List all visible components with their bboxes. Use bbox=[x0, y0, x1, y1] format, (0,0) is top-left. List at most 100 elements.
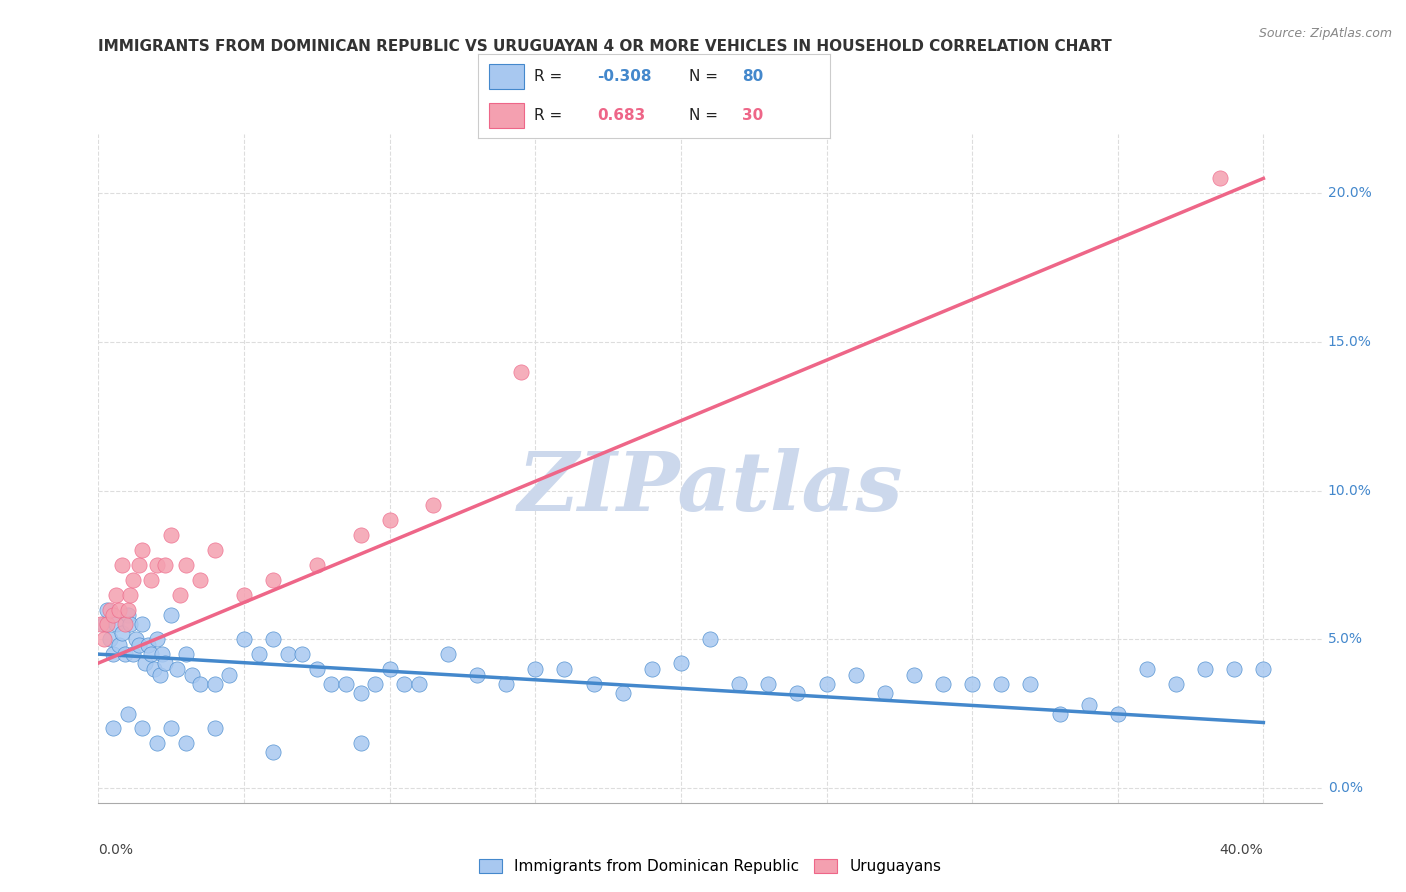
Point bbox=[553, 662, 575, 676]
Point bbox=[465, 668, 488, 682]
Text: 10.0%: 10.0% bbox=[1327, 483, 1372, 498]
Point bbox=[128, 558, 150, 572]
Text: R =: R = bbox=[534, 108, 568, 123]
Point bbox=[509, 365, 531, 379]
Point bbox=[495, 677, 517, 691]
Point bbox=[160, 608, 183, 623]
Point bbox=[990, 677, 1012, 691]
Point bbox=[142, 662, 165, 676]
Legend: Immigrants from Dominican Republic, Uruguayans: Immigrants from Dominican Republic, Urug… bbox=[471, 852, 949, 882]
Point bbox=[98, 632, 121, 647]
Point bbox=[582, 677, 605, 691]
Point bbox=[641, 662, 664, 676]
Point bbox=[120, 617, 142, 632]
Point bbox=[93, 617, 115, 632]
Point bbox=[131, 722, 153, 736]
Point bbox=[134, 656, 156, 670]
Point bbox=[136, 638, 159, 652]
Point bbox=[104, 617, 127, 632]
Point bbox=[101, 608, 124, 623]
Point bbox=[422, 499, 444, 513]
Point bbox=[101, 647, 124, 661]
Point bbox=[188, 677, 211, 691]
Text: 0.683: 0.683 bbox=[598, 108, 645, 123]
Point bbox=[305, 558, 328, 572]
Point bbox=[247, 647, 270, 661]
Point bbox=[815, 677, 838, 691]
Point bbox=[174, 647, 197, 661]
Point bbox=[131, 543, 153, 558]
Point bbox=[204, 543, 226, 558]
Point bbox=[335, 677, 357, 691]
Text: 40.0%: 40.0% bbox=[1219, 843, 1264, 857]
Point bbox=[120, 588, 142, 602]
Point bbox=[262, 745, 284, 759]
Point bbox=[114, 647, 136, 661]
Point bbox=[1164, 677, 1187, 691]
Point bbox=[437, 647, 460, 661]
Point bbox=[305, 662, 328, 676]
Point bbox=[1208, 171, 1232, 186]
Point bbox=[188, 573, 211, 587]
Point bbox=[756, 677, 779, 691]
Point bbox=[364, 677, 387, 691]
Point bbox=[93, 632, 115, 647]
Point bbox=[1019, 677, 1042, 691]
Point bbox=[139, 573, 162, 587]
Point bbox=[155, 558, 177, 572]
Point bbox=[1253, 662, 1275, 676]
Point bbox=[160, 722, 183, 736]
Point bbox=[233, 632, 256, 647]
Point bbox=[233, 588, 256, 602]
Point bbox=[149, 668, 172, 682]
Text: N =: N = bbox=[689, 108, 723, 123]
Point bbox=[128, 638, 150, 652]
Point bbox=[1077, 698, 1099, 712]
Point bbox=[174, 558, 197, 572]
Point bbox=[152, 647, 174, 661]
Point bbox=[218, 668, 240, 682]
Point bbox=[90, 617, 112, 632]
Text: 5.0%: 5.0% bbox=[1327, 632, 1362, 647]
Text: 20.0%: 20.0% bbox=[1327, 186, 1371, 201]
Point bbox=[108, 602, 131, 616]
Point bbox=[114, 617, 136, 632]
Point bbox=[524, 662, 547, 676]
Point bbox=[1136, 662, 1159, 676]
Point bbox=[349, 736, 371, 750]
Point bbox=[392, 677, 416, 691]
Point bbox=[101, 722, 124, 736]
Point bbox=[699, 632, 721, 647]
Bar bbox=[489, 103, 524, 128]
Point bbox=[96, 602, 118, 616]
Point bbox=[131, 617, 153, 632]
Point bbox=[378, 662, 401, 676]
Point bbox=[845, 668, 868, 682]
Text: ZIPatlas: ZIPatlas bbox=[517, 449, 903, 528]
Text: 0.0%: 0.0% bbox=[1327, 780, 1362, 795]
Point bbox=[291, 647, 314, 661]
Point bbox=[145, 632, 167, 647]
Point bbox=[125, 632, 148, 647]
Text: Source: ZipAtlas.com: Source: ZipAtlas.com bbox=[1258, 27, 1392, 40]
Point bbox=[117, 608, 139, 623]
Text: IMMIGRANTS FROM DOMINICAN REPUBLIC VS URUGUAYAN 4 OR MORE VEHICLES IN HOUSEHOLD : IMMIGRANTS FROM DOMINICAN REPUBLIC VS UR… bbox=[98, 38, 1112, 54]
Point bbox=[378, 513, 401, 527]
Point bbox=[117, 706, 139, 721]
Point bbox=[117, 602, 139, 616]
Point bbox=[174, 736, 197, 750]
Text: -0.308: -0.308 bbox=[598, 69, 652, 84]
Point bbox=[277, 647, 299, 661]
Point bbox=[1107, 706, 1129, 721]
Point bbox=[108, 638, 131, 652]
Text: 15.0%: 15.0% bbox=[1327, 334, 1372, 349]
Point bbox=[408, 677, 430, 691]
Point bbox=[122, 573, 145, 587]
Text: R =: R = bbox=[534, 69, 568, 84]
Point bbox=[111, 626, 134, 640]
Text: 30: 30 bbox=[742, 108, 763, 123]
Text: N =: N = bbox=[689, 69, 723, 84]
Point bbox=[204, 677, 226, 691]
Point bbox=[669, 656, 692, 670]
Point bbox=[155, 656, 177, 670]
